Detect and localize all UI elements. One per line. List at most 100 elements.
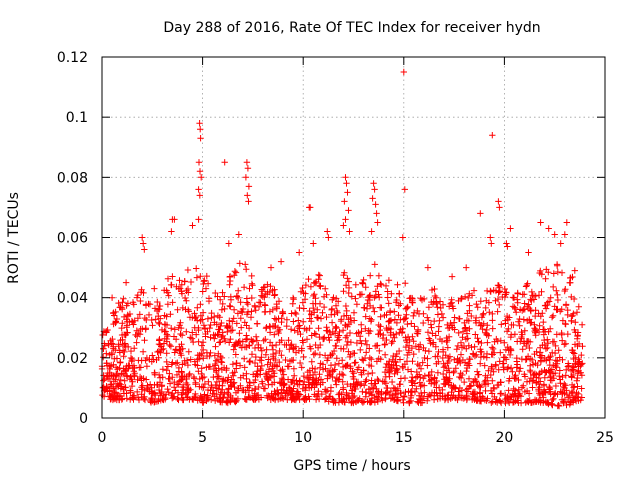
data-point <box>248 280 256 287</box>
data-point <box>185 308 192 315</box>
data-point <box>258 347 265 354</box>
data-point <box>161 312 168 319</box>
data-point <box>133 294 141 301</box>
data-point <box>280 376 287 383</box>
data-point <box>554 291 561 299</box>
data-point <box>461 378 468 386</box>
data-point <box>542 275 549 282</box>
data-point <box>552 382 560 390</box>
data-point <box>164 363 172 370</box>
data-point <box>158 346 166 353</box>
data-point <box>371 294 378 301</box>
data-point <box>312 295 319 302</box>
data-point <box>341 198 348 205</box>
data-point <box>106 351 113 359</box>
data-point <box>285 337 292 344</box>
data-point <box>398 328 406 336</box>
data-point <box>315 388 322 395</box>
data-point <box>107 381 114 388</box>
data-point <box>368 228 375 235</box>
data-point <box>333 307 341 315</box>
data-point <box>463 393 470 401</box>
data-point <box>353 339 361 347</box>
data-point <box>573 377 580 384</box>
data-point <box>444 344 451 351</box>
data-point <box>314 314 322 322</box>
data-point <box>374 342 381 349</box>
data-point <box>389 338 396 345</box>
data-point <box>488 365 496 373</box>
data-point <box>417 295 424 302</box>
data-point <box>342 322 349 329</box>
data-point <box>168 391 175 399</box>
data-point <box>200 373 208 381</box>
data-point <box>159 374 166 381</box>
data-point <box>377 323 384 330</box>
data-point <box>426 377 433 385</box>
data-point <box>145 311 153 319</box>
data-point <box>483 287 491 295</box>
data-point <box>526 344 533 352</box>
data-point <box>237 315 244 322</box>
data-point <box>155 312 162 320</box>
data-point <box>572 329 579 336</box>
data-point <box>396 290 403 297</box>
data-point <box>343 307 350 315</box>
data-point <box>355 329 362 336</box>
data-point <box>140 240 147 247</box>
data-point <box>309 379 317 387</box>
x-tick-label: 15 <box>395 430 413 446</box>
data-point <box>365 327 372 334</box>
data-point <box>496 204 503 211</box>
data-point <box>183 373 190 380</box>
data-point <box>125 362 132 369</box>
data-point <box>110 310 117 317</box>
data-point <box>550 270 557 277</box>
data-point <box>100 345 107 352</box>
data-point <box>245 342 253 349</box>
data-point <box>310 240 317 247</box>
data-point <box>350 370 357 377</box>
data-point <box>300 353 307 361</box>
data-point <box>283 322 290 330</box>
data-point <box>568 381 576 389</box>
data-point <box>372 292 379 300</box>
data-point <box>199 374 206 382</box>
data-point <box>164 332 171 340</box>
data-point <box>351 317 358 324</box>
data-point <box>453 346 460 353</box>
data-point <box>197 301 204 308</box>
data-point <box>432 332 439 339</box>
data-point <box>347 339 355 346</box>
data-point <box>198 365 205 372</box>
data-point <box>538 352 546 359</box>
data-point <box>249 282 256 289</box>
data-point <box>463 386 470 393</box>
data-point <box>557 240 564 247</box>
data-point <box>439 301 447 308</box>
data-point <box>554 268 561 276</box>
data-point <box>322 388 329 396</box>
data-point <box>299 284 306 292</box>
data-point <box>436 298 444 305</box>
data-point <box>424 397 431 404</box>
data-point <box>342 302 350 310</box>
data-point <box>541 355 548 363</box>
data-point <box>448 322 455 329</box>
data-point <box>424 355 431 362</box>
data-point <box>195 159 203 166</box>
data-point <box>553 287 560 294</box>
data-point <box>535 371 543 378</box>
data-point <box>313 314 321 321</box>
data-point <box>246 379 253 386</box>
data-point <box>480 353 487 360</box>
data-point <box>268 381 276 388</box>
data-point <box>226 317 233 324</box>
data-point <box>395 302 402 309</box>
data-point <box>381 351 389 358</box>
data-point <box>207 349 214 357</box>
data-point <box>346 329 354 337</box>
data-point <box>130 396 137 403</box>
data-point <box>238 308 245 315</box>
data-point <box>536 269 543 277</box>
